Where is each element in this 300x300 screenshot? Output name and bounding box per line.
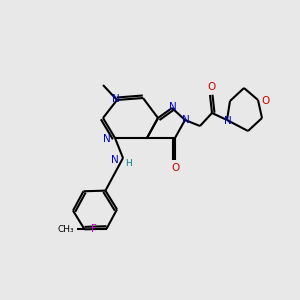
Text: H: H — [124, 158, 131, 167]
Text: O: O — [207, 82, 215, 92]
Text: F: F — [91, 224, 97, 234]
Text: N: N — [112, 94, 120, 104]
Text: CH₃: CH₃ — [58, 225, 75, 234]
Text: O: O — [172, 163, 180, 173]
Text: N: N — [182, 115, 190, 125]
Text: N: N — [169, 102, 177, 112]
Text: N: N — [224, 116, 232, 126]
Text: O: O — [261, 96, 269, 106]
Text: N: N — [111, 155, 119, 165]
Text: N: N — [103, 134, 111, 144]
